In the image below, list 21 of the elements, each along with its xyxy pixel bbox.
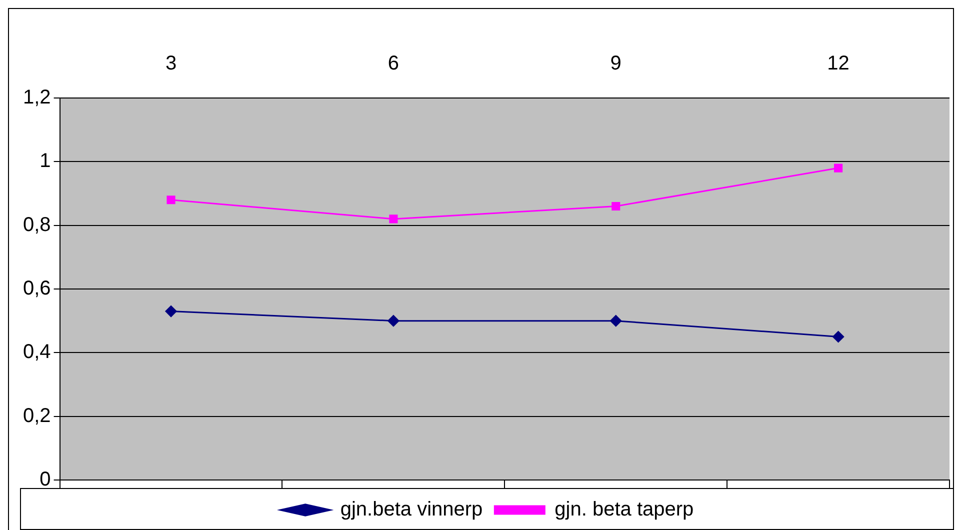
y-tick-label: 0,4: [22, 341, 51, 364]
y-tick-label: 1,2: [22, 86, 51, 109]
x-tick-label: 9: [610, 52, 622, 75]
y-tick-label: 1: [40, 150, 51, 172]
point: [166, 196, 176, 204]
x-tick-label: 12: [827, 52, 850, 75]
point: [610, 315, 622, 327]
legend-label: gjn.beta vinnerp: [340, 498, 483, 521]
x-tick-label: 3: [165, 52, 177, 75]
point: [832, 331, 844, 342]
point: [165, 306, 177, 318]
point: [389, 214, 398, 224]
x-tick-label: 6: [388, 52, 399, 75]
y-tick-label: 0,6: [22, 278, 51, 300]
y-tick-label: 0: [40, 468, 51, 491]
point: [388, 315, 400, 327]
legend-label: gjn. beta taperp: [554, 498, 694, 521]
y-tick-label: 0,8: [22, 214, 51, 236]
y-tick-label: 0,2: [22, 404, 51, 427]
point: [834, 164, 843, 172]
point: [612, 202, 620, 211]
